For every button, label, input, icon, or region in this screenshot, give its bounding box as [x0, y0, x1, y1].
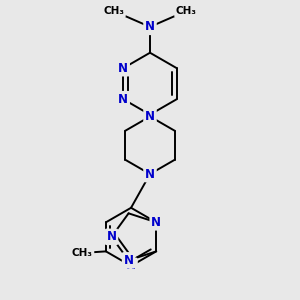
Text: N: N — [126, 260, 136, 272]
Text: N: N — [151, 216, 161, 229]
Text: CH₃: CH₃ — [176, 6, 197, 16]
Text: N: N — [118, 62, 128, 75]
Text: N: N — [118, 93, 128, 106]
Text: CH₃: CH₃ — [103, 6, 124, 16]
Text: N: N — [145, 110, 155, 123]
Text: N: N — [145, 167, 155, 181]
Text: N: N — [145, 20, 155, 33]
Text: CH₃: CH₃ — [72, 248, 93, 258]
Text: N: N — [124, 254, 134, 267]
Text: N: N — [106, 230, 116, 243]
